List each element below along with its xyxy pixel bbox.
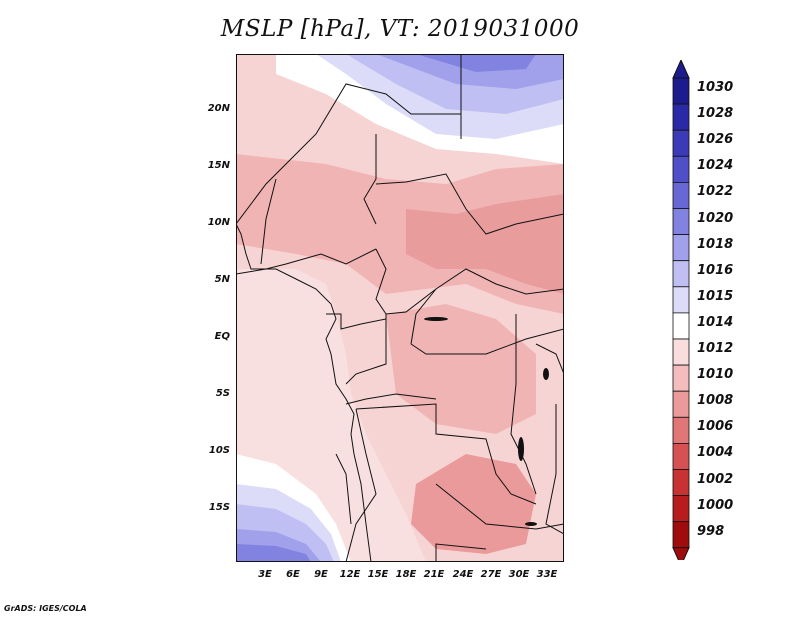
colorbar-label: 1015 [697, 288, 734, 304]
colorbar-top-arrow [672, 60, 690, 79]
lat-label: 15S [208, 502, 230, 513]
pressure-map [236, 54, 564, 562]
colorbar-segment [672, 521, 690, 549]
field-central [386, 304, 536, 434]
colorbar-label: 1030 [697, 80, 734, 95]
lat-label: 15N [207, 160, 230, 171]
field-north-blue4 [416, 54, 536, 72]
lat-label: 5S [215, 388, 230, 399]
colorbar-segment [672, 469, 690, 497]
colorbar-segment [672, 338, 690, 366]
field-sahel-dark [406, 194, 564, 294]
colorbar-segment [672, 260, 690, 288]
lon-label: 27E [480, 569, 502, 580]
colorbar-segment [672, 286, 690, 314]
colorbar-segment [672, 77, 690, 105]
colorbar [672, 60, 690, 560]
lat-label: 10S [208, 445, 230, 456]
field-sahel [236, 154, 564, 314]
lon-label: 15E [367, 569, 389, 580]
colorbar-label: 998 [697, 523, 725, 539]
colorbar-segment [672, 442, 690, 470]
lat-label: 20N [207, 103, 230, 114]
colorbar-segment [672, 155, 690, 183]
credit-text: GrADS: IGES/COLA [4, 604, 87, 613]
colorbar-segment [672, 312, 690, 340]
field-south-dark [411, 454, 536, 554]
lon-label: 24E [452, 569, 474, 580]
map-frame [236, 54, 564, 562]
country-borders [236, 54, 564, 562]
lat-label: 10N [207, 217, 230, 228]
lon-label: 33E [536, 569, 558, 580]
colorbar-label: 1024 [697, 158, 734, 174]
lon-label: 30E [508, 569, 530, 580]
lon-label: 3E [258, 569, 272, 580]
lon-label: 6E [286, 569, 300, 580]
colorbar-bottom-arrow [672, 547, 690, 560]
map-title: MSLP [hPa], VT: 2019031000 [220, 16, 580, 42]
colorbar-label: 1026 [697, 132, 734, 148]
lon-label: 9E [314, 569, 328, 580]
colorbar-segment [672, 208, 690, 236]
colorbar-segment [672, 364, 690, 392]
field-sw-blue4 [236, 544, 311, 562]
colorbar-label: 1010 [697, 367, 734, 383]
colorbar-segment [672, 182, 690, 209]
colorbar-label: 1000 [697, 497, 734, 513]
colorbar-label: 1018 [697, 236, 734, 252]
lat-label: EQ [214, 331, 230, 342]
coastlines [236, 223, 372, 562]
lat-label: 5N [214, 274, 230, 285]
colorbar-segment [672, 103, 690, 131]
lon-label: 12E [339, 569, 361, 580]
colorbar-label: 1020 [697, 210, 734, 226]
lon-label: 18E [395, 569, 417, 580]
colorbar-label: 1004 [697, 445, 734, 461]
lon-label: 21E [423, 569, 445, 580]
colorbar-label: 1006 [697, 419, 734, 435]
colorbar-segment [672, 129, 690, 157]
colorbar-segment [672, 495, 690, 523]
colorbar-label: 1022 [697, 184, 734, 200]
colorbar-segment [672, 390, 690, 418]
colorbar-label: 1014 [697, 314, 734, 330]
colorbar-label: 1012 [697, 341, 734, 356]
colorbar-label: 1016 [697, 262, 734, 278]
colorbar-label: 1002 [697, 471, 734, 487]
colorbar-segment [672, 416, 690, 444]
colorbar-segment [672, 234, 690, 262]
colorbar-label: 1008 [697, 393, 734, 409]
colorbar-label: 1028 [697, 106, 734, 122]
lakes [424, 317, 549, 526]
